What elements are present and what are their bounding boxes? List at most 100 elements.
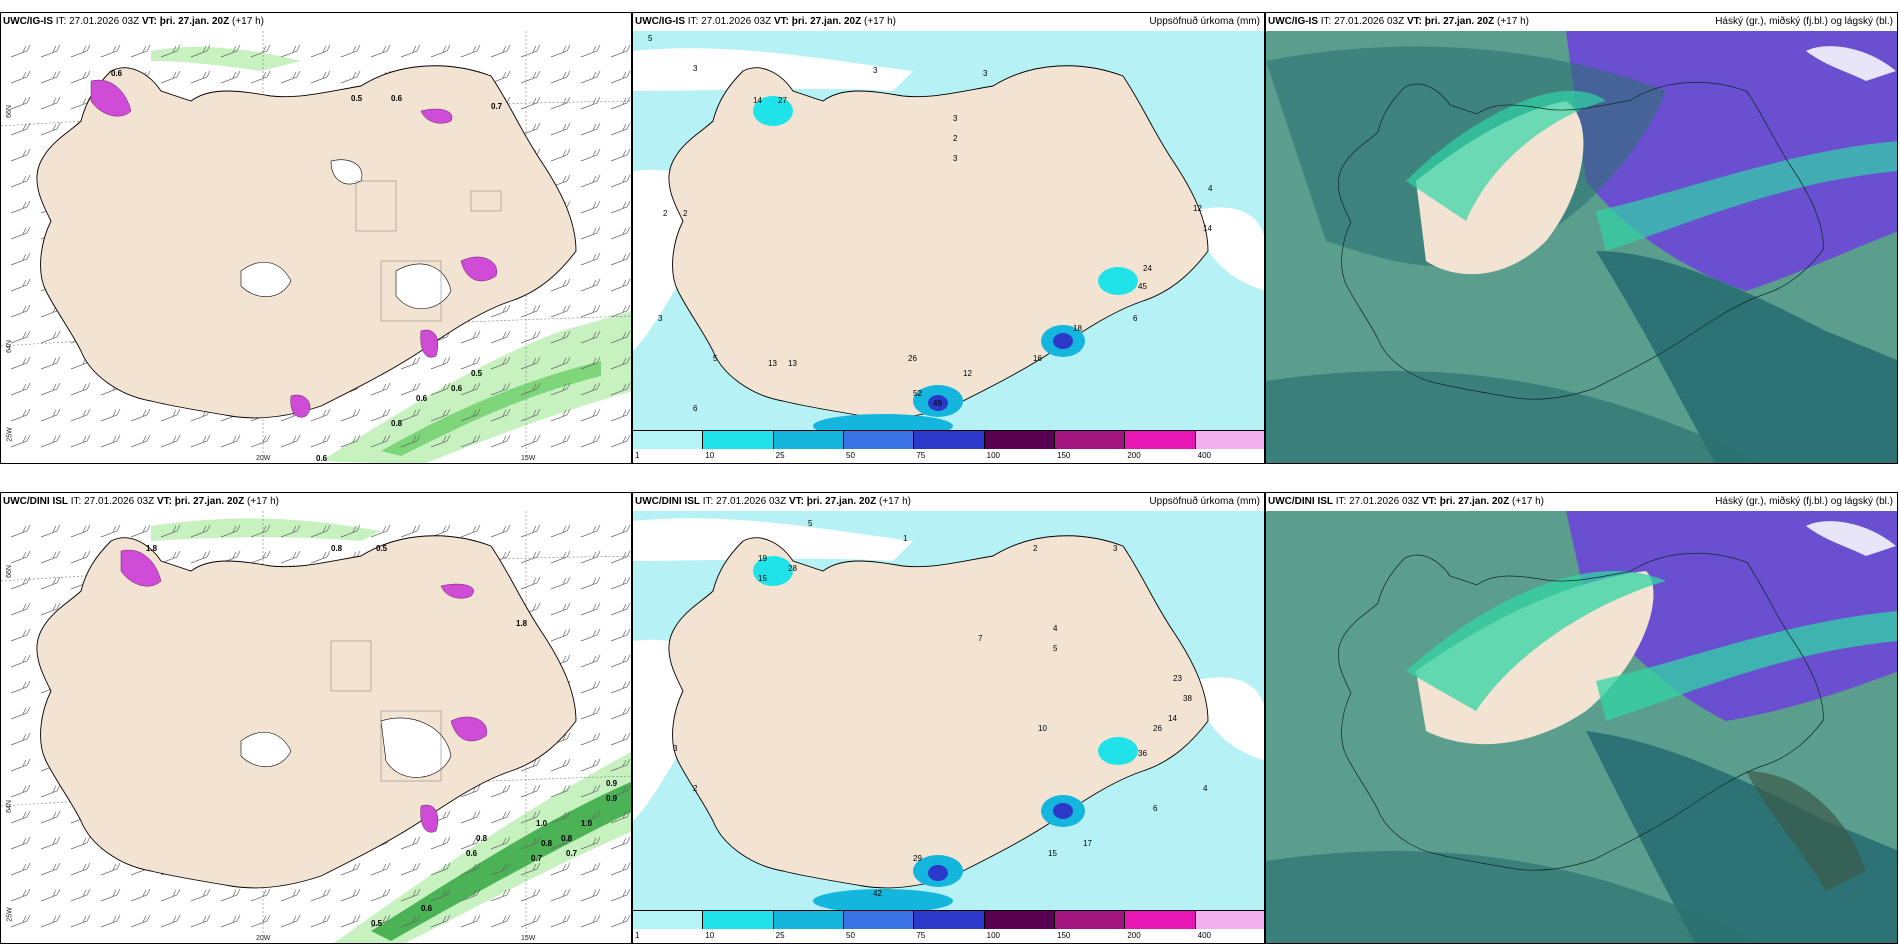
svg-text:49: 49 [933, 399, 942, 408]
wind-barb [550, 278, 571, 292]
wind-barb [580, 914, 601, 928]
wind-barb [580, 732, 601, 746]
wind-barb [550, 356, 571, 370]
wind-barb [340, 408, 361, 422]
wind-barb [400, 408, 421, 422]
svg-text:12: 12 [1193, 204, 1202, 213]
wind-barb [40, 382, 61, 396]
wind-barb [550, 862, 571, 876]
svg-text:14: 14 [1168, 714, 1177, 723]
svg-text:3: 3 [673, 744, 678, 753]
iceland-land [36, 535, 577, 889]
wind-barb [520, 408, 541, 422]
wind-barb [520, 810, 541, 824]
wind-barb [250, 524, 271, 538]
svg-text:0.6: 0.6 [391, 94, 403, 103]
wind-barb [610, 122, 631, 136]
wind-barb [70, 914, 91, 928]
svg-text:1.8: 1.8 [146, 544, 158, 553]
colorbar-label: 25 [775, 931, 785, 940]
panel-title: UWC/IG-IS IT: 27.01.2026 03Z VT: þri. 27… [635, 16, 896, 27]
colorbar-label: 50 [846, 931, 855, 940]
wind-barb [280, 914, 301, 928]
wind-barb [610, 862, 631, 876]
wind-barb [580, 524, 601, 538]
wind-barb [550, 148, 571, 162]
wind-barb [130, 434, 151, 448]
wind-barb [100, 44, 121, 58]
colorbar-swatch [1055, 431, 1126, 449]
wind-barb [430, 862, 451, 876]
svg-text:26: 26 [1153, 724, 1162, 733]
wind-barb [70, 96, 91, 110]
wind-barb [550, 330, 571, 344]
svg-text:17: 17 [1083, 839, 1092, 848]
svg-text:5: 5 [713, 354, 718, 363]
wind-barb [310, 44, 331, 58]
lat-label: 66N [5, 565, 13, 578]
colorbar-swatch [773, 431, 844, 449]
colorbar-label: 75 [916, 931, 926, 940]
wind-barb [130, 408, 151, 422]
wind-barb [160, 70, 181, 84]
svg-text:0.5: 0.5 [371, 919, 383, 928]
lon-label: 15W [521, 455, 536, 462]
panel-ig-clouds: UWC/IG-IS IT: 27.01.2026 03Z VT: þri. 27… [1265, 12, 1898, 464]
wind-barb [580, 758, 601, 772]
wind-barb [310, 70, 331, 84]
wind-barb [250, 550, 271, 564]
wind-barb [220, 914, 241, 928]
wind-barb [580, 122, 601, 136]
wind-barb [220, 70, 241, 84]
heavy-precip [753, 96, 1138, 431]
wind-barb [190, 434, 211, 448]
svg-text:36: 36 [1138, 749, 1147, 758]
wind-barb [10, 888, 31, 902]
wind-barb [580, 330, 601, 344]
wind-barb [70, 44, 91, 58]
svg-text:2: 2 [953, 134, 958, 143]
wind-barb [370, 382, 391, 396]
wind-barb [40, 356, 61, 370]
svg-text:2: 2 [1033, 544, 1038, 553]
wind-barb [610, 44, 631, 58]
wind-barb [160, 550, 181, 564]
wind-barb [310, 550, 331, 564]
colorbar-label: 25 [775, 451, 785, 460]
wind-barb [490, 382, 511, 396]
svg-text:12: 12 [963, 369, 972, 378]
wind-barb [370, 408, 391, 422]
wind-barb [550, 304, 571, 318]
wind-barb [70, 382, 91, 396]
wind-barb [610, 252, 631, 266]
wind-barb [340, 434, 361, 448]
wind-barb [550, 44, 571, 58]
svg-text:14: 14 [753, 96, 762, 105]
panel-variable-label: Uppsöfnuð úrkoma (mm) [1149, 496, 1260, 507]
wind-barb [40, 862, 61, 876]
svg-text:3: 3 [953, 114, 958, 123]
wind-barb [580, 836, 601, 850]
wind-barb [310, 524, 331, 538]
svg-text:4: 4 [1053, 624, 1058, 633]
wind-barb [10, 784, 31, 798]
wind-barb [430, 434, 451, 448]
colorbar-label: 400 [1197, 931, 1212, 940]
wind-barb [160, 44, 181, 58]
wind-barb [40, 44, 61, 58]
wind-barb [490, 862, 511, 876]
wind-barb [280, 524, 301, 538]
wind-barb [610, 628, 631, 642]
wind-barb [70, 434, 91, 448]
wind-barb [460, 810, 481, 824]
wind-barb [610, 914, 631, 928]
colorbar-label: 200 [1127, 931, 1141, 940]
wind-barb [10, 576, 31, 590]
wind-barb [430, 888, 451, 902]
iceland-cloud-map [1266, 31, 1897, 463]
wind-barb [400, 382, 421, 396]
wind-barb [460, 356, 481, 370]
wind-barb [280, 70, 301, 84]
wind-barb [460, 888, 481, 902]
wind-barb [460, 44, 481, 58]
